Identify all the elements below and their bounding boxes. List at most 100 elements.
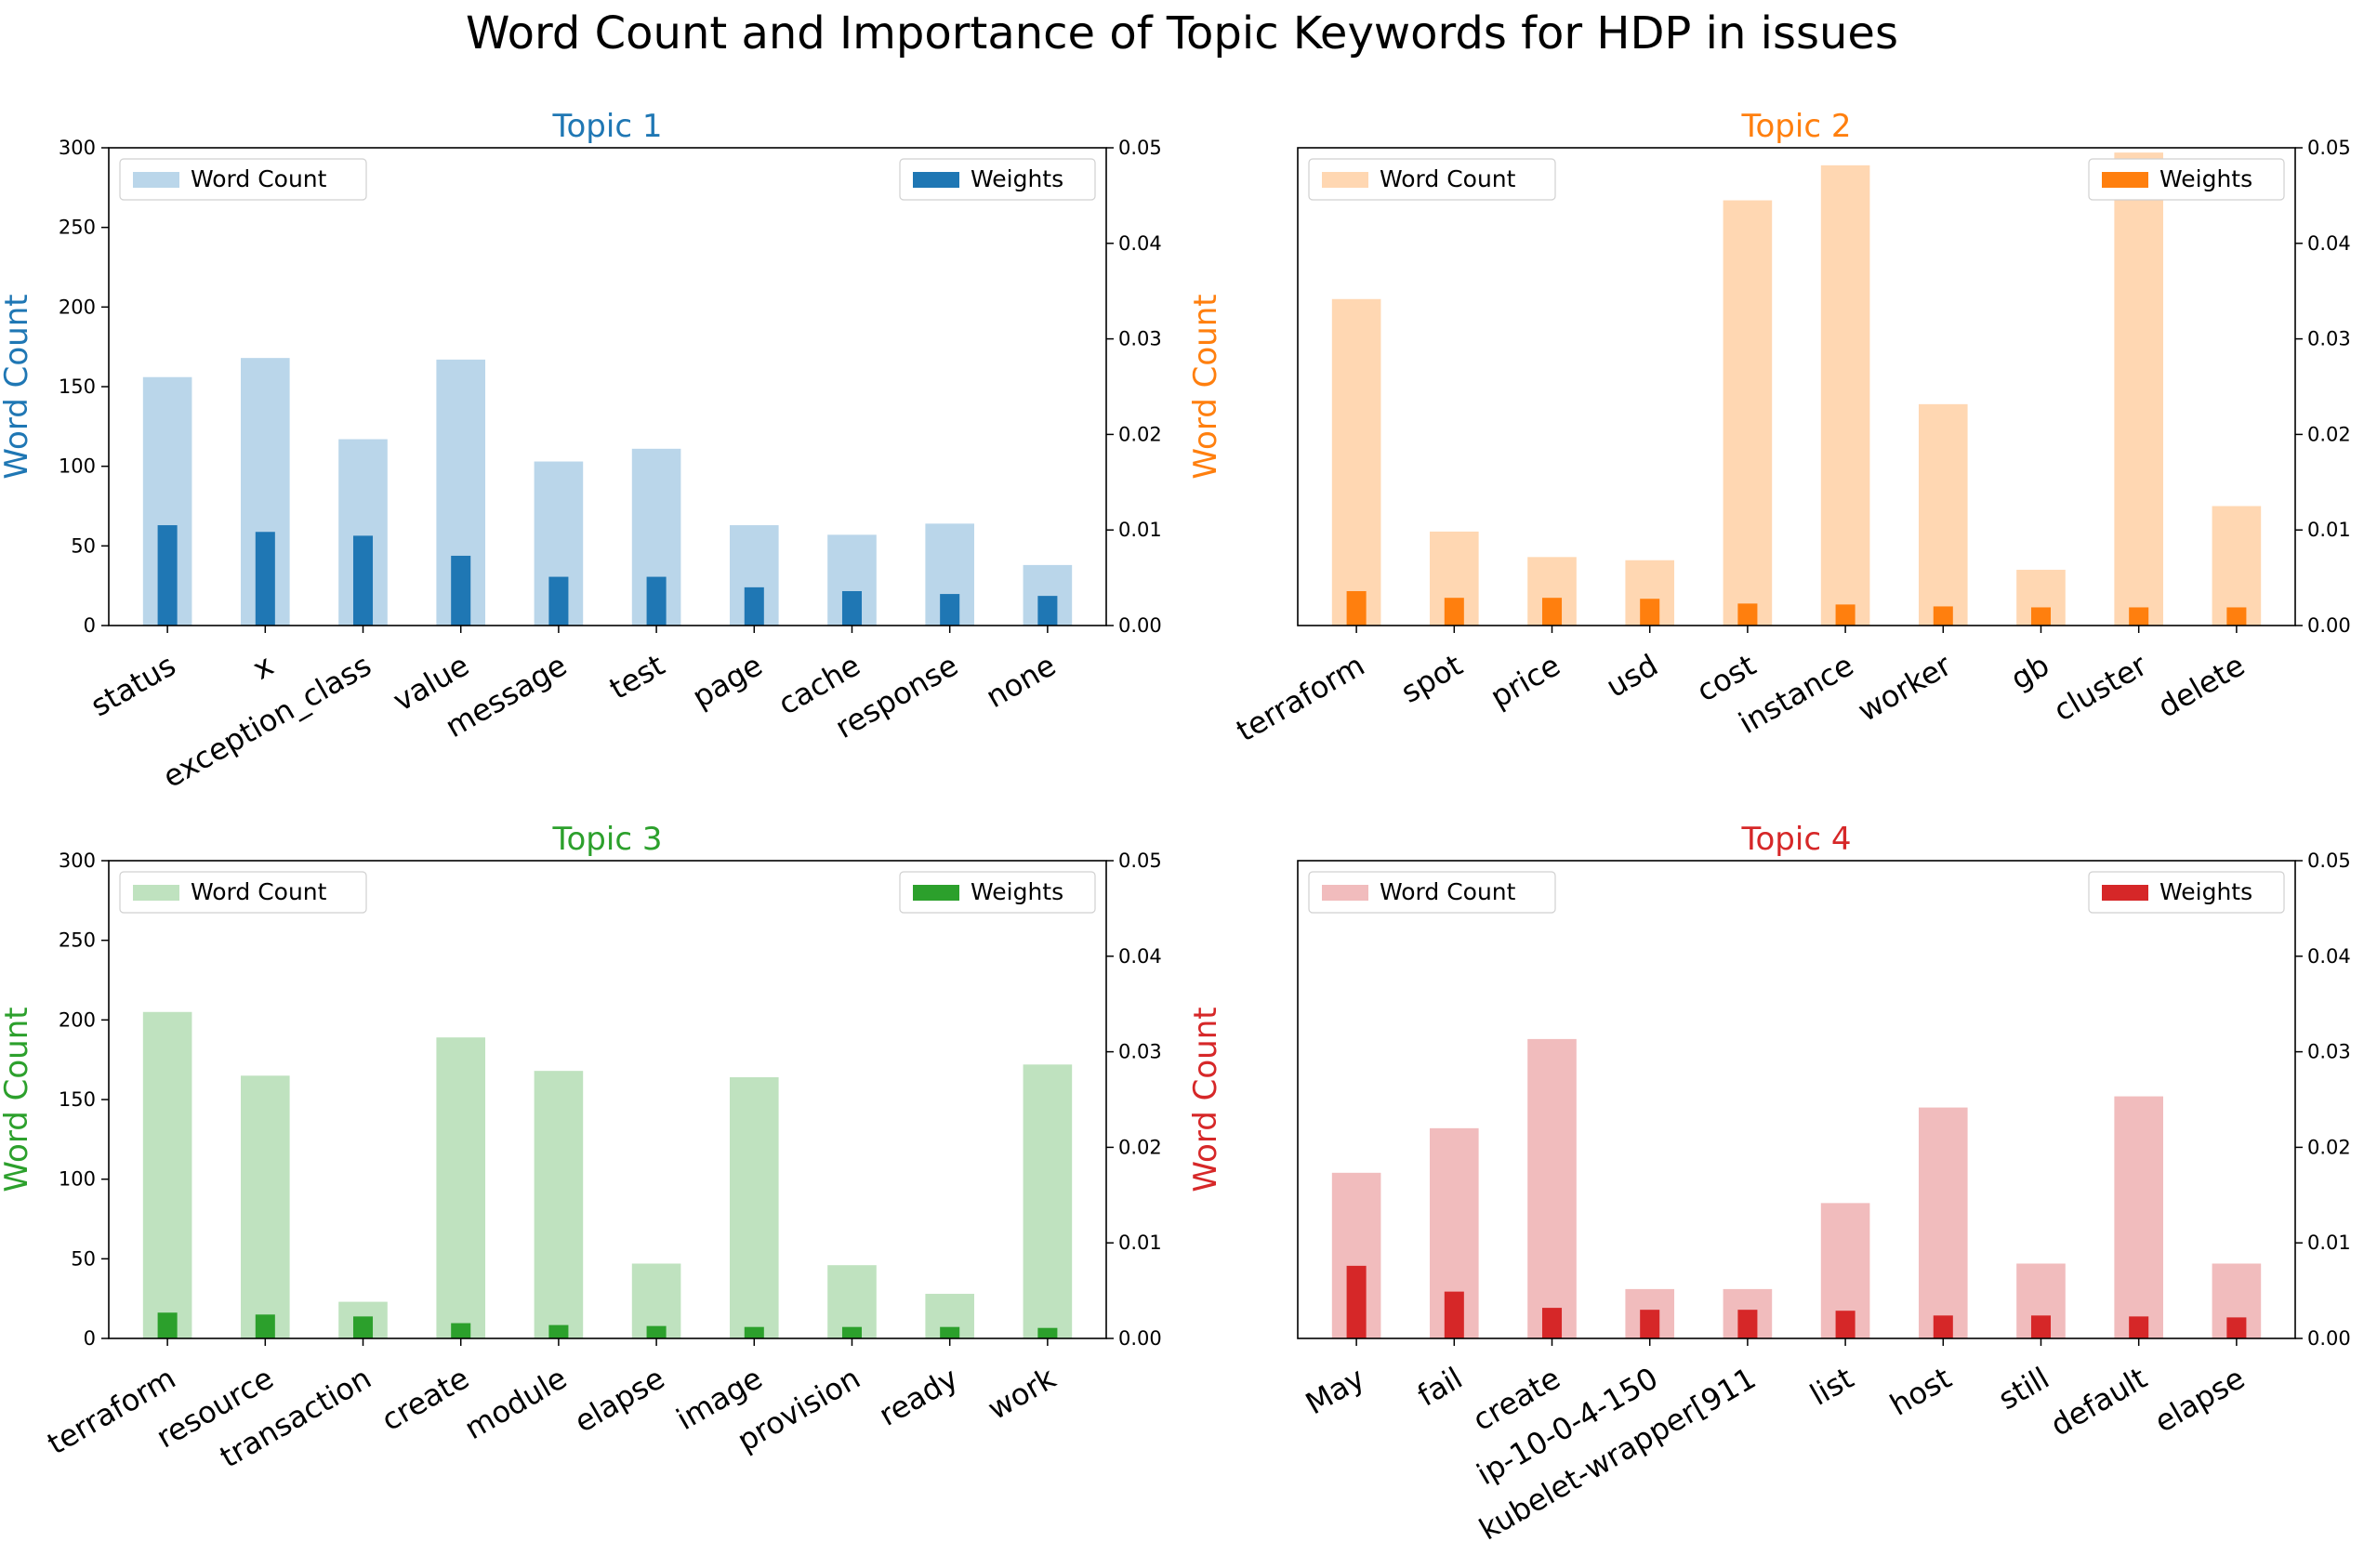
right-tick-label: 0.03 — [1118, 1041, 1162, 1063]
weight-bar-cache — [841, 590, 863, 626]
weight-bar-May — [1346, 1265, 1367, 1338]
x-tick-label-module: module — [458, 1360, 573, 1446]
legend-swatch-weights — [913, 172, 959, 188]
weight-bar-message — [548, 576, 569, 626]
right-tick-label: 0.03 — [1118, 328, 1162, 350]
left-tick-label: 50 — [71, 1247, 96, 1270]
x-tick-label-test: test — [603, 647, 670, 706]
word-count-bar-worker — [1918, 403, 1968, 626]
right-tick-label: 0.01 — [2307, 519, 2351, 541]
x-tick-label-worker: worker — [1852, 647, 1958, 729]
left-tick-label: 150 — [59, 376, 96, 398]
topic-title: Topic 2 — [1741, 108, 1852, 145]
weight-bar-host — [1933, 1315, 1953, 1338]
x-tick-label-default: default — [2044, 1360, 2153, 1443]
weight-bar-resource — [255, 1314, 275, 1338]
topic-panel-3: 0 50 100 150 200 250 300 0.00 0.01 0.02 0.03 0.04 0.… — [0, 821, 1162, 1475]
weight-bar-elapse — [646, 1325, 667, 1338]
right-tick-label: 0.01 — [1118, 519, 1162, 541]
legend-swatch-word-count — [133, 172, 179, 188]
x-tick-label-list: list — [1804, 1360, 1860, 1412]
legend-label-word-count: Word Count — [1380, 878, 1516, 905]
word-count-bar-host — [1918, 1107, 1968, 1338]
weight-bar-work — [1037, 1327, 1058, 1338]
legend-box-weights — [2088, 158, 2285, 201]
right-tick-label: 0.00 — [2307, 614, 2351, 637]
weight-bar-delete — [2226, 607, 2247, 626]
right-tick-label: 0.04 — [1118, 945, 1162, 968]
word-count-bar-cost — [1723, 200, 1773, 626]
weight-bar-spot — [1444, 598, 1464, 626]
weight-bar-transaction — [352, 1316, 374, 1338]
topic-title: Topic 1 — [552, 108, 663, 145]
legend-swatch-weights — [2102, 172, 2148, 188]
word-count-bar-provision — [827, 1265, 877, 1338]
word-count-bar-elapse — [631, 1263, 681, 1338]
legend-label-word-count: Word Count — [191, 878, 327, 905]
right-tick-label: 0.04 — [1118, 232, 1162, 255]
topic-title: Topic 4 — [1741, 821, 1852, 858]
topic-panel-1: 0 50 100 150 200 250 300 0.00 0.01 0.02 0.03 0.04 0.… — [0, 108, 1162, 795]
right-tick-label: 0.04 — [2307, 232, 2351, 255]
weight-bar-default — [2129, 1316, 2149, 1338]
left-tick-label: 300 — [59, 850, 96, 872]
weight-bar-response — [940, 594, 960, 626]
right-tick-label: 0.03 — [2307, 1041, 2351, 1063]
legend-swatch-word-count — [1322, 885, 1368, 901]
x-tick-label-work: work — [982, 1360, 1062, 1427]
weight-bar-terraform — [157, 1312, 178, 1338]
legend-box-word-count — [1308, 158, 1556, 201]
right-tick-label: 0.02 — [2307, 1136, 2351, 1158]
weight-bar-usd — [1640, 599, 1660, 626]
legend-label-word-count: Word Count — [1380, 165, 1516, 192]
right-tick-label: 0.04 — [2307, 945, 2351, 968]
left-tick-label: 200 — [59, 1008, 96, 1031]
weight-bar-elapse — [2226, 1317, 2247, 1338]
x-tick-label-terraform: terraform — [42, 1360, 182, 1461]
x-tick-label-price: price — [1485, 647, 1566, 715]
weight-bar-ip-10-0-4-150 — [1640, 1310, 1660, 1338]
legend-swatch-weights — [2102, 885, 2148, 901]
x-tick-label-fail: fail — [1411, 1360, 1468, 1413]
weight-bar-value — [451, 555, 471, 626]
x-tick-label-delete: delete — [2152, 647, 2251, 724]
weight-bar-worker — [1933, 606, 1953, 626]
y-axis-label: Word Count — [1187, 1007, 1224, 1192]
right-tick-label: 0.00 — [1118, 1327, 1162, 1350]
right-tick-label: 0.01 — [1118, 1232, 1162, 1254]
weight-bar-list — [1835, 1311, 1856, 1338]
right-tick-label: 0.02 — [2307, 423, 2351, 445]
x-tick-label-still: still — [1992, 1360, 2054, 1416]
legend-swatch-weights — [913, 885, 959, 901]
word-count-bar-instance — [1820, 165, 1870, 626]
x-tick-label-status: status — [85, 647, 181, 723]
left-tick-label: 200 — [59, 296, 96, 318]
x-tick-label-create: create — [376, 1360, 475, 1438]
word-count-bar-resource — [241, 1075, 290, 1338]
left-tick-label: 150 — [59, 1088, 96, 1111]
word-count-bar-delete — [2212, 506, 2262, 626]
weight-bar-create — [1541, 1308, 1563, 1338]
weight-bar-page — [744, 586, 764, 626]
weight-bar-kubelet-wrapper[911 — [1737, 1310, 1758, 1338]
word-count-bar-cluster — [2114, 152, 2163, 626]
word-count-bar-create — [1527, 1038, 1577, 1338]
right-tick-label: 0.02 — [1118, 1136, 1162, 1158]
legend-box-word-count — [119, 158, 367, 201]
left-tick-label: 50 — [71, 534, 96, 557]
weight-bar-module — [548, 1324, 569, 1338]
legend-box-word-count — [119, 871, 367, 914]
right-tick-label: 0.05 — [2307, 137, 2351, 159]
legend-label-weights: Weights — [971, 878, 1063, 905]
right-tick-label: 0.01 — [2307, 1232, 2351, 1254]
legend-swatch-word-count — [133, 885, 179, 901]
axes-frame — [1297, 860, 2296, 1339]
legend-label-weights: Weights — [2159, 878, 2252, 905]
weight-bar-instance — [1835, 604, 1856, 626]
x-tick-label-gb: gb — [2005, 647, 2055, 696]
legend-label-word-count: Word Count — [191, 165, 327, 192]
weight-bar-fail — [1444, 1291, 1464, 1338]
topic-title: Topic 3 — [552, 821, 663, 858]
right-tick-label: 0.03 — [2307, 328, 2351, 350]
